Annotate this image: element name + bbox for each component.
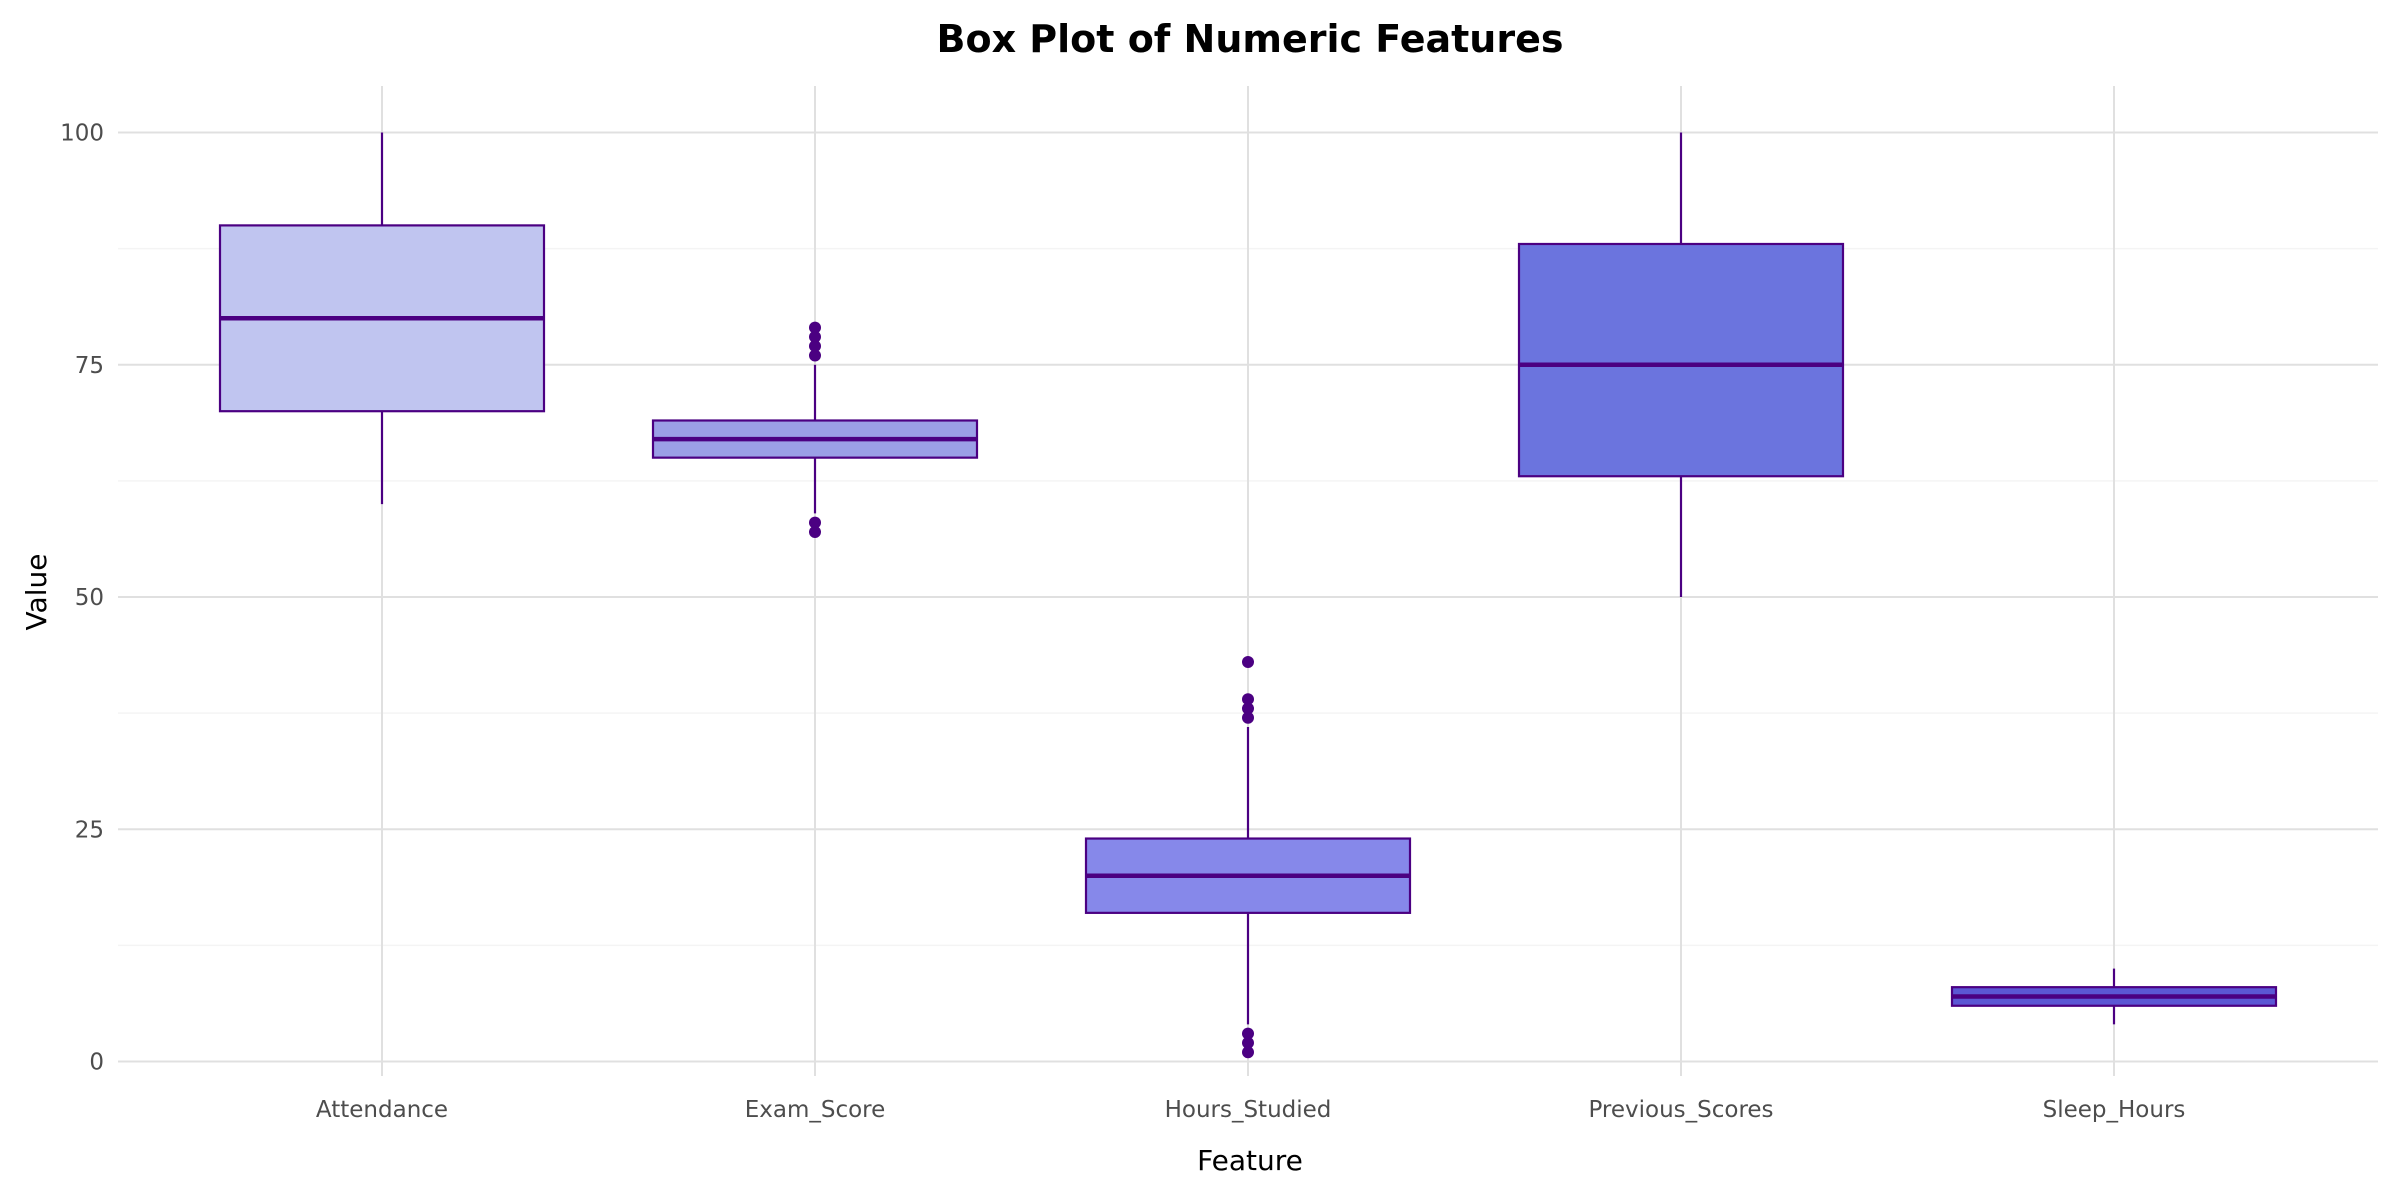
outlier-point <box>1242 1027 1254 1040</box>
y-axis-ticks: 0 25 50 75 100 <box>60 121 104 1076</box>
x-axis-ticks: Attendance Exam_Score Hours_Studied Previou… <box>316 1097 2185 1123</box>
outlier-point <box>809 321 821 334</box>
outlier-point <box>809 525 821 538</box>
y-axis-label: Value <box>20 554 53 631</box>
x-tick-label: Attendance <box>316 1097 448 1123</box>
chart-title: Box Plot of Numeric Features <box>937 17 1564 61</box>
outlier-point <box>1242 702 1254 715</box>
outlier-point <box>809 330 821 343</box>
x-axis-label: Feature <box>1197 1144 1303 1177</box>
x-tick-label: Hours_Studied <box>1165 1097 1332 1123</box>
outlier-point <box>1242 1046 1254 1059</box>
y-tick-label: 100 <box>60 121 104 147</box>
x-tick-label: Exam_Score <box>745 1097 886 1123</box>
outlier-point <box>809 349 821 362</box>
box-iqr <box>1517 242 1845 478</box>
x-tick-label: Previous_Scores <box>1588 1097 1773 1123</box>
box-previous-scores <box>1517 132 1845 597</box>
outlier-point <box>1242 1036 1254 1049</box>
y-tick-label: 0 <box>89 1050 104 1076</box>
box-sleep-hours <box>1950 968 2278 1025</box>
box-layer <box>218 132 2278 1059</box>
outlier-point <box>809 516 821 529</box>
outlier-point <box>1242 656 1254 669</box>
outlier-point <box>809 340 821 353</box>
y-tick-label: 25 <box>75 817 104 843</box>
box-exam-score <box>651 321 979 538</box>
outlier-point <box>1242 711 1254 724</box>
box-attendance <box>218 132 546 505</box>
y-tick-label: 75 <box>75 353 104 379</box>
x-tick-label: Sleep_Hours <box>2043 1097 2186 1123</box>
y-tick-label: 50 <box>75 585 104 611</box>
outlier-point <box>1242 693 1254 706</box>
box-hours-studied <box>1084 656 1412 1059</box>
